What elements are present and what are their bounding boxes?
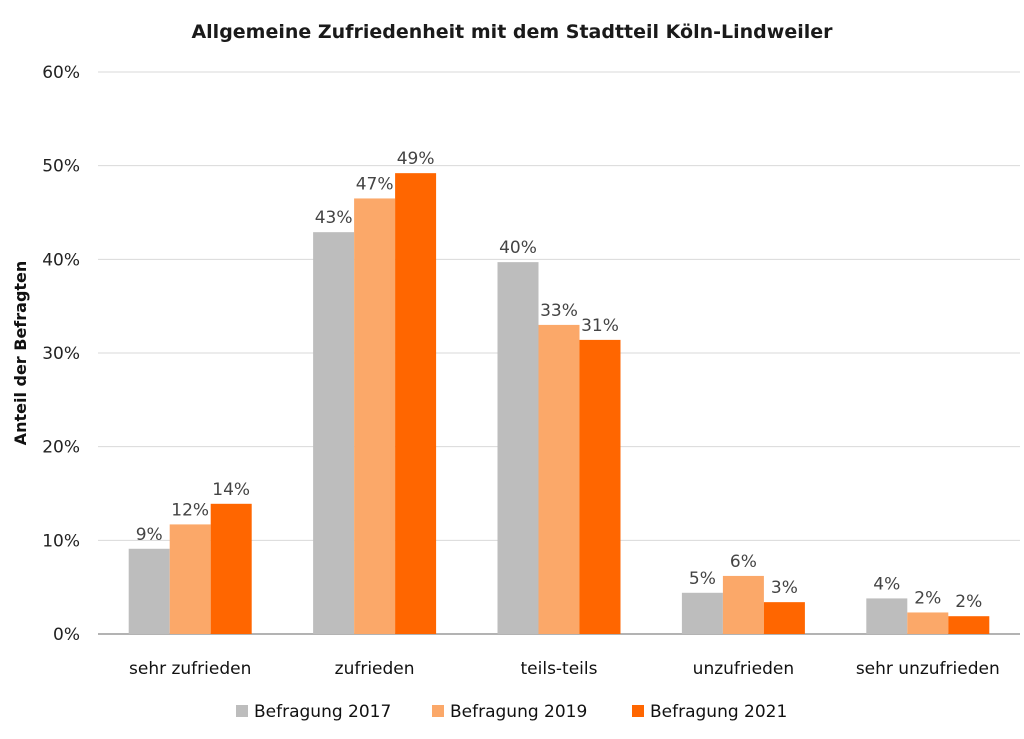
bar bbox=[866, 598, 908, 634]
x-tick-label: sehr unzufrieden bbox=[856, 659, 1000, 679]
bar bbox=[497, 262, 539, 634]
x-tick-label: sehr zufrieden bbox=[129, 659, 251, 679]
legend-label: Befragung 2021 bbox=[650, 702, 787, 722]
legend-label: Befragung 2017 bbox=[254, 702, 391, 722]
data-label: 14% bbox=[212, 480, 250, 500]
bar bbox=[722, 575, 764, 634]
bar bbox=[681, 592, 723, 634]
legend-item: Befragung 2017 bbox=[236, 702, 391, 722]
data-label: 2% bbox=[914, 588, 941, 608]
y-tick-label: 50% bbox=[42, 157, 80, 177]
data-label: 33% bbox=[540, 301, 578, 321]
y-axis-label: Anteil der Befragten bbox=[11, 261, 30, 446]
data-label: 31% bbox=[581, 316, 619, 336]
y-tick-label: 60% bbox=[42, 63, 80, 83]
bar bbox=[538, 324, 580, 634]
y-tick-label: 10% bbox=[42, 531, 80, 551]
data-label: 9% bbox=[136, 525, 163, 545]
bar bbox=[907, 612, 949, 634]
y-tick-label: 30% bbox=[42, 344, 80, 364]
bar bbox=[210, 503, 252, 634]
chart-title: Allgemeine Zufriedenheit mit dem Stadtte… bbox=[191, 21, 833, 43]
y-tick-label: 20% bbox=[42, 438, 80, 458]
data-label: 47% bbox=[356, 174, 394, 194]
x-tick-label: zufrieden bbox=[335, 659, 415, 679]
data-label: 49% bbox=[397, 149, 435, 169]
bar bbox=[169, 524, 211, 634]
data-label: 43% bbox=[315, 208, 353, 228]
bar bbox=[128, 548, 170, 634]
legend-swatch bbox=[632, 705, 644, 717]
bar bbox=[313, 232, 355, 635]
y-tick-label: 40% bbox=[42, 250, 80, 270]
x-tick-label: unzufrieden bbox=[693, 659, 794, 679]
legend-item: Befragung 2019 bbox=[432, 702, 587, 722]
legend-label: Befragung 2019 bbox=[450, 702, 587, 722]
bar bbox=[948, 616, 990, 634]
data-label: 40% bbox=[499, 238, 537, 258]
bar bbox=[763, 602, 805, 634]
data-label: 2% bbox=[955, 592, 982, 612]
y-tick-label: 0% bbox=[53, 625, 80, 645]
bar bbox=[354, 198, 396, 634]
data-label: 5% bbox=[689, 569, 716, 589]
data-label: 4% bbox=[873, 574, 900, 594]
bar bbox=[579, 339, 621, 634]
data-label: 6% bbox=[730, 552, 757, 572]
legend-item: Befragung 2021 bbox=[632, 702, 787, 722]
bar bbox=[395, 173, 437, 634]
x-tick-label: teils-teils bbox=[521, 659, 598, 679]
legend-swatch bbox=[432, 705, 444, 717]
data-label: 12% bbox=[171, 500, 209, 520]
legend-swatch bbox=[236, 705, 248, 717]
data-label: 3% bbox=[771, 578, 798, 598]
